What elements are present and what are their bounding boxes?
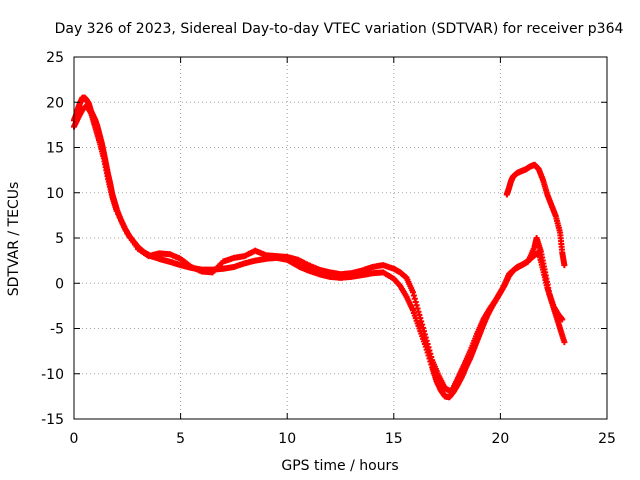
data-point xyxy=(122,227,129,234)
data-point xyxy=(119,220,126,227)
y-tick-label: 10 xyxy=(46,186,64,202)
data-point xyxy=(559,316,566,323)
data-point xyxy=(121,224,128,231)
axis-ticks: 0 5 10 15 20 25 25 20 15 10 5 0 -5 -10 -15 xyxy=(41,50,616,447)
data-point xyxy=(116,214,123,221)
x-axis-label: GPS time / hours xyxy=(281,458,398,474)
x-tick-label: 5 xyxy=(176,431,185,447)
x-tick-label: 0 xyxy=(70,431,79,447)
y-tick-label: 15 xyxy=(46,141,64,157)
plot-frame xyxy=(73,56,608,420)
y-axis-label: SDTVAR / TECUs xyxy=(6,182,22,297)
data-point xyxy=(113,207,120,214)
y-tick-label: -5 xyxy=(50,322,64,338)
data-point xyxy=(561,339,568,346)
data-point xyxy=(118,217,125,224)
chart-title: Day 326 of 2023, Sidereal Day-to-day VTE… xyxy=(55,21,624,37)
data-point xyxy=(561,262,568,269)
data-points xyxy=(71,94,568,401)
x-tick-label: 25 xyxy=(598,431,616,447)
data-point xyxy=(115,211,122,218)
x-tick-label: 15 xyxy=(385,431,403,447)
y-tick-label: 0 xyxy=(55,276,64,292)
grid xyxy=(74,57,607,419)
y-tick-label: 20 xyxy=(46,95,64,111)
x-tick-label: 20 xyxy=(491,431,509,447)
y-tick-label: 25 xyxy=(46,50,64,66)
y-tick-label: -10 xyxy=(41,367,64,383)
y-tick-label: -15 xyxy=(41,412,64,428)
x-tick-label: 10 xyxy=(278,431,296,447)
y-tick-label: 5 xyxy=(55,231,64,247)
